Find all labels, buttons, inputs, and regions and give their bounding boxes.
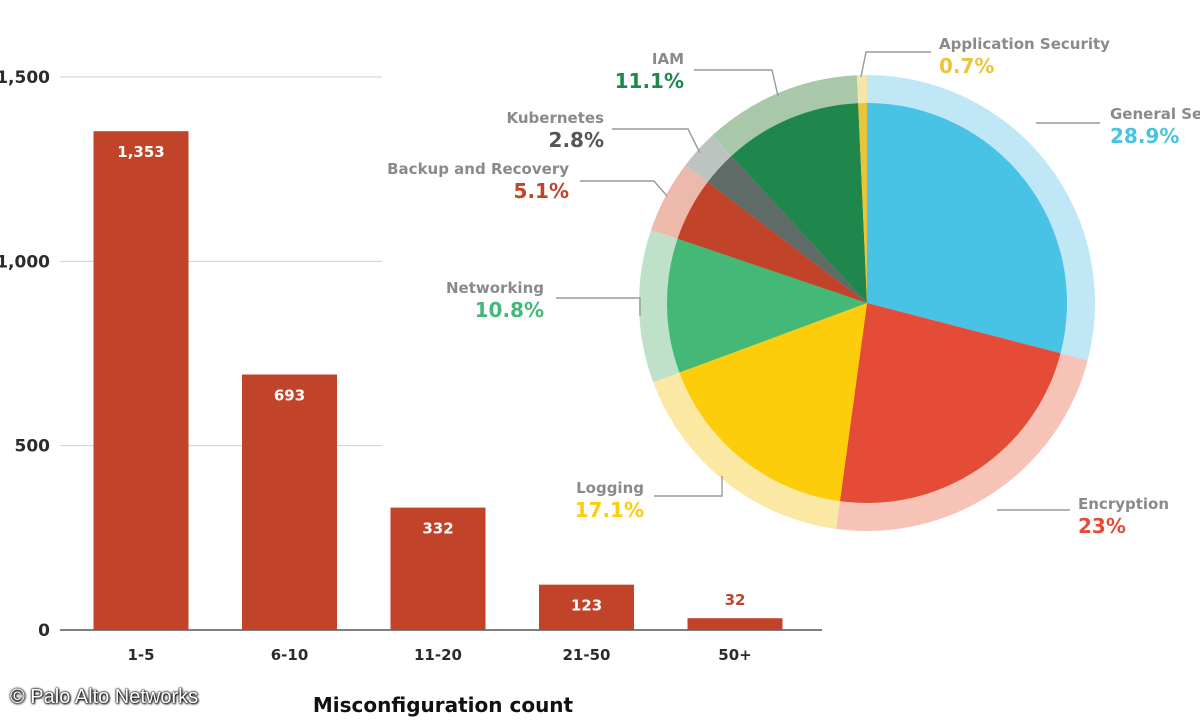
pie-slice-percent: 17.1% [575,498,644,522]
pie-slice [839,303,1061,503]
x-axis-title: Misconfiguration count [313,693,574,717]
leader-line [612,128,701,154]
bar [390,507,486,630]
bar [539,584,634,630]
y-tick-label: 1,000 [0,252,50,272]
x-tick-label: 6-10 [271,646,309,664]
pie-slice-name: IAM [652,50,684,68]
pie-slice [707,156,867,303]
pie-slice-name: Networking [446,279,544,297]
pie-slice-percent: 11.1% [615,69,684,93]
pie-slice [666,238,867,373]
pie-slice-percent: 10.8% [475,298,544,322]
x-tick-label: 11-20 [414,646,462,664]
bar-chart: 0 500 1,000 1,500 1,353 1-5 693 6-10 332 11-20 123… [0,68,822,717]
pie-slice-name: General Security [1110,105,1200,123]
bar-value-label: 123 [571,597,602,615]
bar-value-label: 332 [422,520,453,538]
bar [93,131,189,630]
pie-slice [858,103,867,303]
x-tick-label: 21-50 [563,646,611,664]
bar [242,374,337,630]
pie-slice-percent: 2.8% [549,128,604,152]
bar-value-label: 693 [274,387,305,405]
pie-slice-percent: 28.9% [1110,124,1179,148]
pie-slice [677,182,867,303]
pie-slice-percent: 23% [1078,514,1126,538]
leader-line [654,476,723,497]
leader-line [556,297,641,316]
pie-slice [867,103,1067,354]
copyright-credit: © Palo Alto Networks [10,686,199,708]
y-tick-label: 1,500 [0,68,50,88]
bar-value-label: 32 [725,591,746,609]
x-tick-label: 1-5 [127,646,154,664]
leader-line [860,51,931,78]
pie-slice-name: Logging [576,479,644,497]
y-tick-label: 500 [15,437,51,457]
bar-value-label: 1,353 [117,143,164,161]
leader-line [694,69,779,97]
pie-slice-name: Backup and Recovery [387,160,569,178]
pie-slice-percent: 5.1% [514,179,569,203]
pie-slice-name: Kubernetes [507,109,605,127]
pie-slice [731,103,867,303]
pie-slice-name: Encryption [1078,495,1169,513]
x-tick-label: 50+ [718,646,751,664]
pie-slice-name: Application Security [939,35,1110,53]
pie-slice [679,303,867,502]
pie-slice-percent: 0.7% [939,54,994,78]
leader-line [580,180,668,197]
y-tick-label: 0 [38,621,50,641]
bar [687,618,783,630]
